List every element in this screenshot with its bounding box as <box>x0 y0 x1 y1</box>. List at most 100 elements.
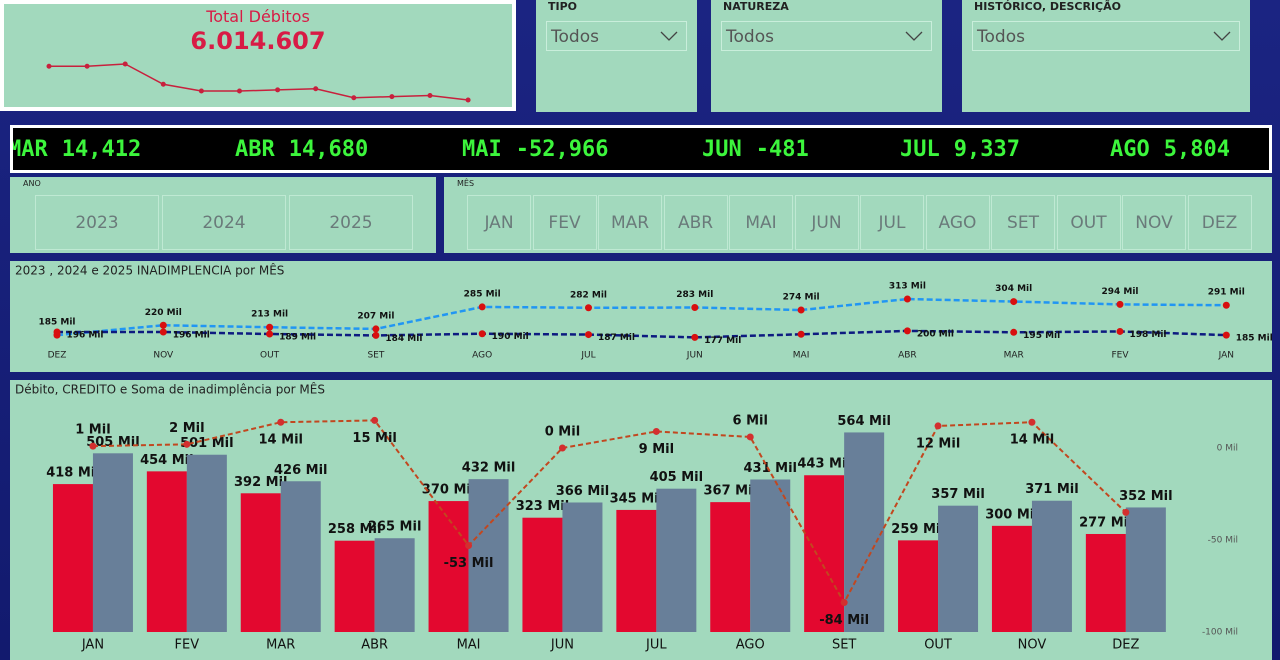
point <box>691 333 699 341</box>
ticker-item: MAR 14,412 <box>10 137 141 162</box>
month-button[interactable]: OUT <box>1056 195 1121 250</box>
sparkline-point <box>389 94 395 100</box>
bar <box>1125 507 1166 632</box>
bar <box>804 475 845 632</box>
sparkline-point <box>275 87 281 93</box>
x-tick-label: JAN <box>81 638 104 653</box>
ticker-month: JUN <box>702 137 742 162</box>
sparkline-point <box>465 97 471 103</box>
ticker-item: MAI -52,966 <box>462 137 608 162</box>
chevron <box>905 31 923 41</box>
data-label: 0 Mil <box>545 425 580 440</box>
filter-label: NATUREZA <box>723 0 789 13</box>
bar <box>280 481 321 632</box>
month-button[interactable]: AGO <box>925 195 990 250</box>
data-label: 177 Mil <box>704 336 741 346</box>
data-label: 405 Mil <box>650 470 704 485</box>
data-label: -84 Mil <box>819 613 869 628</box>
data-label: 431 Mil <box>743 461 797 476</box>
month-button[interactable]: MAI <box>729 195 793 250</box>
sparkline-point <box>427 93 433 98</box>
month-button[interactable]: NOV <box>1122 195 1186 250</box>
year-button[interactable]: 2024 <box>162 195 286 250</box>
ticker-value: 14,680 <box>288 137 369 162</box>
point <box>89 442 97 450</box>
point <box>372 331 380 339</box>
month-button[interactable]: MAR <box>598 195 662 250</box>
chart-title: 2023 , 2024 e 2025 INADIMPLENCIA por MÊS <box>15 263 284 278</box>
data-label: 190 Mil <box>492 332 529 342</box>
month-button[interactable]: JUL <box>860 195 924 250</box>
year-button[interactable]: 2025 <box>289 195 413 250</box>
sparkline-point <box>313 86 319 92</box>
data-label: 313 Mil <box>889 282 926 292</box>
year-button[interactable]: 2023 <box>35 195 159 250</box>
bar <box>898 540 939 632</box>
point <box>277 418 285 426</box>
point <box>585 331 592 339</box>
bar <box>92 453 133 632</box>
data-label: 367 Mil <box>703 484 757 499</box>
point <box>585 304 592 312</box>
data-label: 200 Mil <box>917 329 954 339</box>
x-tick-label: ABR <box>361 638 388 653</box>
data-label: 345 Mil <box>610 491 664 506</box>
month-slicer: MÊS JAN FEV MAR ABR MAI JUN JUL AGO SET OUT NOV DEZ <box>444 177 1272 253</box>
point <box>478 330 486 338</box>
data-label: 300 Mil <box>985 507 1039 522</box>
data-label: 14 Mil <box>1010 433 1054 448</box>
filter-panel: NATUREZA Todos <box>711 0 942 112</box>
data-label: 196 Mil <box>173 331 210 341</box>
combo-chart-panel: Débito, CREDITO e Soma de inadimplência … <box>10 380 1272 660</box>
point <box>371 416 379 424</box>
data-label: 282 Mil <box>570 290 607 300</box>
filter-panel: TIPO Todos <box>536 0 697 112</box>
data-label: 185 Mil <box>38 318 75 328</box>
month-button[interactable]: JUN <box>794 195 859 250</box>
ticker-item: AGO 5,804 <box>1110 137 1230 162</box>
bar <box>844 432 885 632</box>
filter-label: TIPO <box>548 0 578 13</box>
x-tick-label: OUT <box>924 638 952 653</box>
y2-tick-label: 0 Mil <box>1217 444 1238 454</box>
x-tick-label: ABR <box>898 351 917 361</box>
data-label: 443 Mil <box>797 457 851 472</box>
month-button[interactable]: JAN <box>467 195 531 250</box>
data-label: 198 Mil <box>1129 330 1166 340</box>
dropdown[interactable]: Todos <box>546 21 687 51</box>
ticker-item: ABR 14,680 <box>235 137 368 162</box>
bar <box>991 525 1032 632</box>
sparkline-point <box>46 63 52 69</box>
ticker-value: -481 <box>755 137 809 162</box>
x-tick-label: OUT <box>260 351 280 361</box>
data-label: 418 Mil <box>46 466 100 481</box>
x-tick-label: MAR <box>1004 351 1024 361</box>
dropdown[interactable]: Todos <box>972 21 1240 51</box>
sparkline-point <box>122 61 128 67</box>
sparkline-line <box>49 63 469 101</box>
bar <box>938 505 979 632</box>
data-label: 392 Mil <box>234 475 288 490</box>
bar <box>146 471 187 632</box>
month-button[interactable]: DEZ <box>1187 195 1252 250</box>
data-label: 196 Mil <box>66 331 103 341</box>
dropdown[interactable]: Todos <box>721 21 932 51</box>
x-tick-label: JUL <box>645 638 667 653</box>
month-button[interactable]: FEV <box>532 195 597 250</box>
data-label: 12 Mil <box>916 436 960 451</box>
ticker-month: MAR <box>10 137 48 162</box>
x-tick-label: JUN <box>686 351 703 361</box>
sparkline <box>46 61 471 103</box>
data-label: 1 Mil <box>75 423 110 438</box>
month-button[interactable]: SET <box>991 195 1055 250</box>
bar <box>656 488 697 632</box>
y2-tick-label: -50 Mil <box>1208 536 1238 546</box>
data-label: 323 Mil <box>516 499 570 514</box>
kpi-title: Total Débitos <box>206 7 310 26</box>
month-button[interactable]: ABR <box>663 195 728 250</box>
x-tick-label: SET <box>367 351 384 361</box>
data-label: 370 Mil <box>422 483 476 498</box>
ticker-item: JUL 9,337 <box>900 137 1020 162</box>
x-tick-label: MAI <box>457 638 481 653</box>
data-label: 501 Mil <box>180 436 234 451</box>
